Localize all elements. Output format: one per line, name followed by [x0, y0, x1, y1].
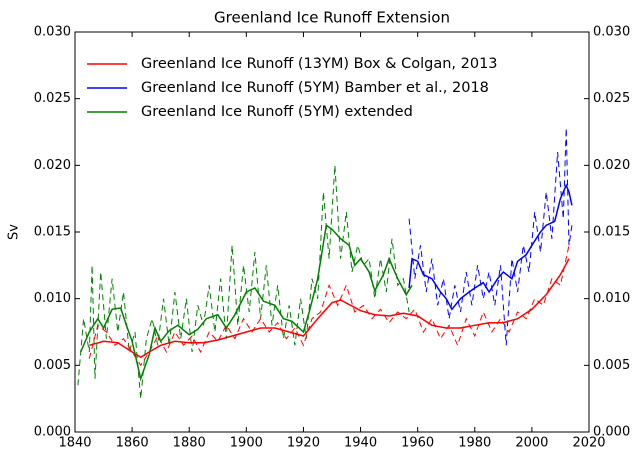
x-tick-label: 1940 — [344, 436, 377, 451]
y2-tick-label: 0.020 — [593, 158, 630, 173]
raw-line — [77, 165, 410, 399]
smoothed-line — [408, 183, 573, 311]
y2-tick-label: 0.010 — [593, 291, 630, 306]
legend-label: Greenland Ice Runoff (5YM) extended — [141, 104, 413, 120]
x-tick-label: 1960 — [401, 436, 434, 451]
legend-label: Greenland Ice Runoff (13YM) Box & Colgan… — [141, 56, 498, 72]
y-tick-label: 0.030 — [34, 25, 71, 40]
raw-line — [88, 245, 570, 367]
smoothed-line — [80, 223, 413, 382]
x-tick-label: 1880 — [173, 436, 206, 451]
y2-tick-label: 0.000 — [593, 425, 630, 440]
y2-tick-label: 0.025 — [593, 91, 630, 106]
y-axis-label: Sv — [7, 224, 22, 240]
raw-line — [408, 127, 573, 346]
x-tick-label: 1860 — [116, 436, 149, 451]
x-tick-label: 2020 — [572, 436, 605, 451]
y-tick-label: 0.020 — [34, 158, 71, 173]
legend-label: Greenland Ice Runoff (5YM) Bamber et al.… — [141, 80, 489, 96]
plot-frame — [74, 31, 590, 433]
x-tick-label: 2000 — [515, 436, 548, 451]
x-tick-label: 1900 — [230, 436, 263, 451]
y-tick-label: 0.000 — [34, 425, 71, 440]
y-tick-label: 0.010 — [34, 291, 71, 306]
y-tick-label: 0.005 — [34, 358, 71, 373]
y2-tick-label: 0.015 — [593, 225, 630, 240]
y-tick-label: 0.025 — [34, 91, 71, 106]
y-tick-label: 0.015 — [34, 225, 71, 240]
chart-title: Greenland Ice Runoff Extension — [214, 9, 450, 27]
y2-tick-label: 0.030 — [593, 25, 630, 40]
x-tick-label: 1840 — [58, 436, 91, 451]
y2-tick-label: 0.005 — [593, 358, 630, 373]
x-tick-label: 1980 — [458, 436, 491, 451]
smoothed-line — [89, 258, 570, 359]
x-tick-label: 1920 — [287, 436, 320, 451]
